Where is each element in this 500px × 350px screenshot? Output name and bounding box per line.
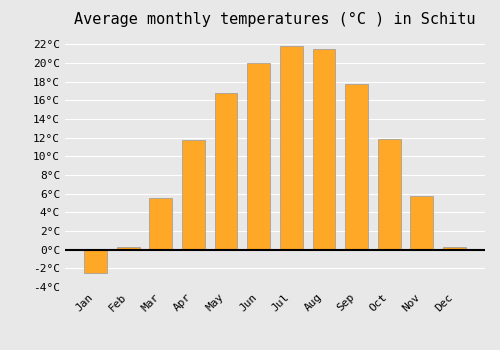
Title: Average monthly temperatures (°C ) in Schitu: Average monthly temperatures (°C ) in Sc… bbox=[74, 12, 476, 27]
Bar bbox=[378, 139, 400, 250]
Bar bbox=[443, 247, 466, 250]
Bar bbox=[150, 198, 172, 250]
Bar bbox=[116, 247, 140, 250]
Bar bbox=[214, 93, 238, 250]
Bar bbox=[182, 140, 205, 250]
Bar bbox=[410, 196, 434, 250]
Bar bbox=[84, 250, 107, 273]
Bar bbox=[280, 46, 302, 250]
Bar bbox=[312, 49, 336, 250]
Bar bbox=[345, 84, 368, 250]
Bar bbox=[248, 63, 270, 250]
